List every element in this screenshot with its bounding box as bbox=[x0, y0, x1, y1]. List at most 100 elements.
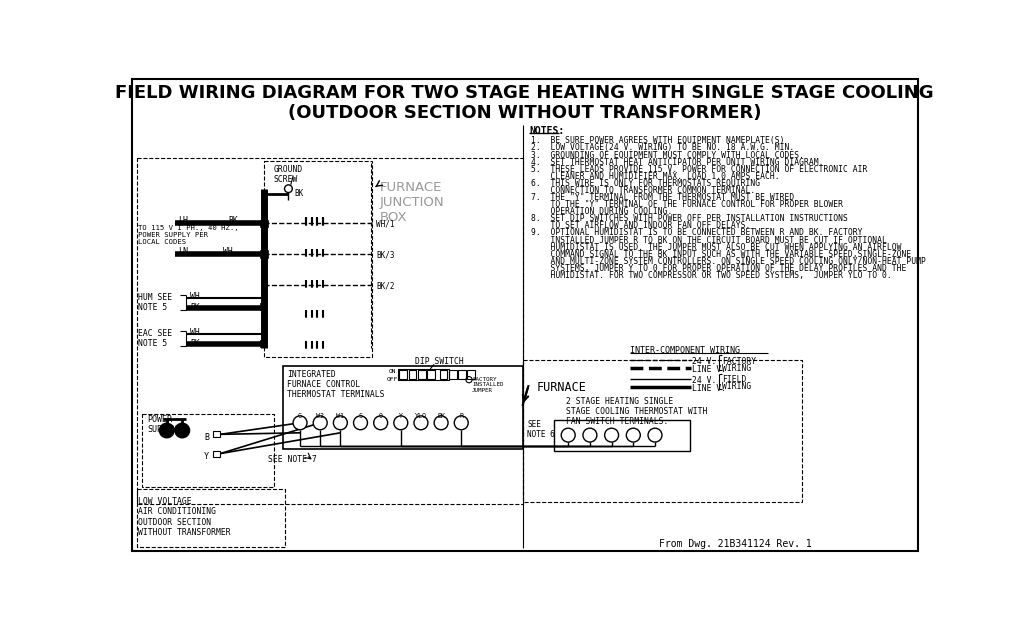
Bar bbox=[142, 414, 273, 487]
Circle shape bbox=[175, 424, 189, 437]
Circle shape bbox=[583, 428, 597, 442]
Circle shape bbox=[285, 185, 292, 193]
Text: 2.  LOW VOLTAGE(24 V. WIRING) TO BE NO. 18 A.W.G. MIN.: 2. LOW VOLTAGE(24 V. WIRING) TO BE NO. 1… bbox=[531, 143, 795, 153]
Text: OPERATION DURING COOLING.: OPERATION DURING COOLING. bbox=[531, 207, 673, 216]
Circle shape bbox=[455, 416, 468, 430]
Text: S: S bbox=[358, 413, 362, 419]
Text: TO SET AIRFLOW AND INDOOR FAN OFF DELAYS.: TO SET AIRFLOW AND INDOOR FAN OFF DELAYS… bbox=[531, 221, 751, 231]
Text: WIRING: WIRING bbox=[722, 363, 751, 373]
Text: BK: BK bbox=[437, 413, 445, 419]
Text: TO THE "Y" TERMINAL OF THE FURNACE CONTROL FOR PROPER BLOWER: TO THE "Y" TERMINAL OF THE FURNACE CONTR… bbox=[531, 200, 843, 209]
Text: INTEGRATED
FURNACE CONTROL
THERMOSTAT TERMINALS: INTEGRATED FURNACE CONTROL THERMOSTAT TE… bbox=[287, 369, 384, 399]
Text: EAC SEE
NOTE 5: EAC SEE NOTE 5 bbox=[138, 329, 172, 348]
Text: 9.  OPTIONAL HUMIDISTAT IS TO BE CONNECTED BETWEEN R AND BK. FACTORY: 9. OPTIONAL HUMIDISTAT IS TO BE CONNECTE… bbox=[531, 229, 862, 237]
Text: 24 V.: 24 V. bbox=[692, 358, 717, 366]
Bar bbox=[523, 359, 802, 502]
Text: CLEANER AND HUMIDIFIER MAX. LOAD 1.0 AMPS EACH.: CLEANER AND HUMIDIFIER MAX. LOAD 1.0 AMP… bbox=[531, 172, 779, 181]
Text: BK: BK bbox=[190, 303, 200, 312]
Bar bbox=[137, 489, 285, 547]
Bar bbox=[213, 431, 220, 437]
Text: FACTORY
INSTALLED
JUMPER: FACTORY INSTALLED JUMPER bbox=[472, 376, 504, 393]
Text: POWER
SUPPLY: POWER SUPPLY bbox=[147, 415, 177, 434]
Circle shape bbox=[374, 416, 388, 430]
Text: FURNACE: FURNACE bbox=[537, 381, 587, 394]
Bar bbox=[398, 369, 449, 379]
Text: LINE V.: LINE V. bbox=[692, 365, 726, 374]
Text: HUMIDISTAT. FOR TWO COMPRESSOR OR TWO SPEED SYSTEMS,  JUMPER YLO TO 0.: HUMIDISTAT. FOR TWO COMPRESSOR OR TWO SP… bbox=[531, 271, 892, 280]
Text: B: B bbox=[204, 433, 209, 442]
Text: HUMIDISTAT IS USED. THE JUMPER MUST ALSO BE CUT WHEN APPLYING AN AIRFLOW: HUMIDISTAT IS USED. THE JUMPER MUST ALSO… bbox=[531, 242, 901, 252]
Text: HUM SEE
NOTE 5: HUM SEE NOTE 5 bbox=[138, 293, 172, 312]
Text: COMMAND SIGNAL TO THE BK INPUT SUCH AS WITH THE VARIABLE SPEED,SINGLE-ZONE: COMMAND SIGNAL TO THE BK INPUT SUCH AS W… bbox=[531, 250, 911, 259]
Text: BK: BK bbox=[190, 339, 200, 348]
Text: 2 STAGE HEATING SINGLE
STAGE COOLING THERMOSTAT WITH
FAN SWITCH TERMINALS.: 2 STAGE HEATING SINGLE STAGE COOLING THE… bbox=[566, 397, 708, 426]
Circle shape bbox=[561, 428, 575, 442]
Circle shape bbox=[627, 428, 640, 442]
Text: WH: WH bbox=[190, 292, 200, 301]
Circle shape bbox=[434, 416, 449, 430]
Text: BK: BK bbox=[295, 189, 304, 197]
Text: 5.  THESE LEADS PROVIDE 115 V. POWER FOR CONNECTION OF ELECTRONIC AIR: 5. THESE LEADS PROVIDE 115 V. POWER FOR … bbox=[531, 164, 867, 174]
Text: WH/1: WH/1 bbox=[376, 219, 394, 229]
Text: FURNACE
JUNCTION
BOX: FURNACE JUNCTION BOX bbox=[380, 181, 444, 224]
Bar bbox=[283, 366, 523, 449]
Text: G: G bbox=[298, 413, 302, 419]
Circle shape bbox=[353, 416, 368, 430]
Bar bbox=[439, 369, 447, 379]
Text: OFF: OFF bbox=[387, 378, 398, 383]
Text: 3.  GROUNDING OF EQUIPMENT MUST COMPLY WITH LOCAL CODES.: 3. GROUNDING OF EQUIPMENT MUST COMPLY WI… bbox=[531, 151, 804, 159]
Bar bbox=[260, 340, 266, 346]
Text: 1.  BE SURE POWER AGREES WITH EQUIPMENT NAMEPLATE(S): 1. BE SURE POWER AGREES WITH EQUIPMENT N… bbox=[531, 136, 784, 145]
Text: DIP SWITCH: DIP SWITCH bbox=[415, 358, 464, 366]
Text: LINE V.: LINE V. bbox=[692, 384, 726, 392]
Text: SEE NOTE 7: SEE NOTE 7 bbox=[267, 455, 316, 464]
Text: 0: 0 bbox=[379, 413, 383, 419]
Text: 8.  SET DIP SWITCHES WITH POWER OFF PER INSTALLATION INSTRUCTIONS: 8. SET DIP SWITCHES WITH POWER OFF PER I… bbox=[531, 214, 848, 223]
Text: 6.  THIS WIRE IS ONLY FOR THERMOSTATS REQUIRING: 6. THIS WIRE IS ONLY FOR THERMOSTATS REQ… bbox=[531, 179, 760, 188]
Text: LN: LN bbox=[178, 247, 188, 256]
Text: WIRING: WIRING bbox=[722, 382, 751, 391]
Text: FACTORY: FACTORY bbox=[722, 356, 756, 366]
Circle shape bbox=[648, 428, 662, 442]
Text: (OUTDOOR SECTION WITHOUT TRANSFORMER): (OUTDOOR SECTION WITHOUT TRANSFORMER) bbox=[288, 104, 762, 122]
Bar bbox=[137, 158, 523, 505]
Text: LH: LH bbox=[178, 216, 188, 226]
Text: WH: WH bbox=[190, 328, 200, 337]
Text: 4.  SET THERMOSTAT HEAT ANTICIPATOR PER UNIT WIRING DIAGRAM.: 4. SET THERMOSTAT HEAT ANTICIPATOR PER U… bbox=[531, 158, 823, 166]
Text: BK/3: BK/3 bbox=[376, 250, 394, 259]
Text: ON: ON bbox=[388, 369, 396, 374]
Text: SYSTEMS, JUMPER Y TO 0 FOR PROPER OPERATION OF THE DELAY PROFILES AND THE: SYSTEMS, JUMPER Y TO 0 FOR PROPER OPERAT… bbox=[531, 264, 906, 273]
Text: From Dwg. 21B341124 Rev. 1: From Dwg. 21B341124 Rev. 1 bbox=[658, 539, 812, 549]
Text: INSTALLED JUMPER R TO BK ON THE CIRCUIT BOARD MUST BE CUT IF OPTIONAL: INSTALLED JUMPER R TO BK ON THE CIRCUIT … bbox=[531, 235, 887, 245]
Bar bbox=[467, 369, 475, 379]
Text: TO 115 V I PH., 40 HZ.,
POWER SUPPLY PER
LOCAL CODES: TO 115 V I PH., 40 HZ., POWER SUPPLY PER… bbox=[138, 225, 239, 245]
Text: BK: BK bbox=[228, 216, 239, 226]
Bar bbox=[554, 420, 690, 450]
Text: NOTES:: NOTES: bbox=[529, 126, 564, 136]
Text: 24 V.: 24 V. bbox=[692, 376, 717, 385]
Text: 7.  THE "Y" TERMINAL FROM THE THERMOSTAT MUST BE WIRED: 7. THE "Y" TERMINAL FROM THE THERMOSTAT … bbox=[531, 193, 795, 202]
Bar bbox=[260, 303, 266, 310]
Text: YLO: YLO bbox=[415, 413, 427, 419]
Bar bbox=[449, 369, 457, 379]
Text: W1: W1 bbox=[336, 413, 344, 419]
Circle shape bbox=[604, 428, 618, 442]
Circle shape bbox=[414, 416, 428, 430]
Bar bbox=[409, 369, 417, 379]
Text: FIELD: FIELD bbox=[722, 375, 746, 384]
Text: Y: Y bbox=[204, 452, 209, 461]
Text: WH: WH bbox=[223, 247, 233, 256]
Bar bbox=[260, 250, 267, 258]
Text: AND MULTI-ZONE SYSTEM CONTROLLERS. ON SINGLE SPEED COOLING ONLY/NON-HEAT PUMP: AND MULTI-ZONE SYSTEM CONTROLLERS. ON SI… bbox=[531, 257, 926, 266]
Text: GROUND
SCREW: GROUND SCREW bbox=[273, 165, 303, 184]
Circle shape bbox=[394, 416, 408, 430]
Bar bbox=[213, 450, 220, 457]
Bar bbox=[427, 369, 435, 379]
Bar bbox=[458, 369, 466, 379]
Text: R: R bbox=[459, 413, 463, 419]
Circle shape bbox=[313, 416, 328, 430]
Circle shape bbox=[293, 416, 307, 430]
Bar bbox=[418, 369, 426, 379]
Text: INTER-COMPONENT WIRING: INTER-COMPONENT WIRING bbox=[630, 346, 740, 355]
Text: BK/2: BK/2 bbox=[376, 281, 394, 290]
